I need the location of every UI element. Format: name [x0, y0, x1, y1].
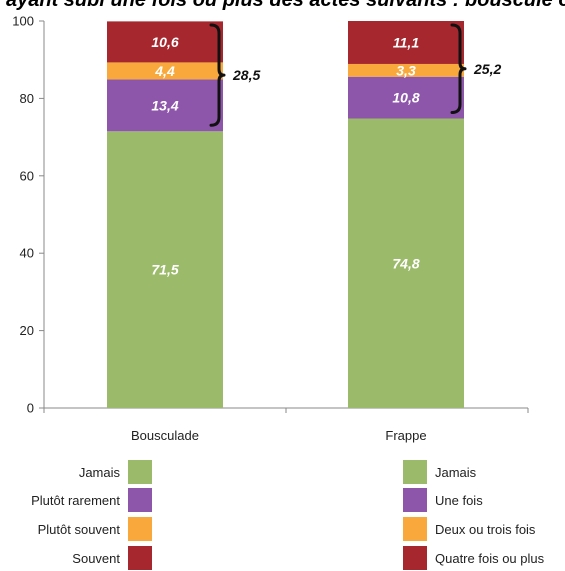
legend-label: Souvent: [72, 550, 120, 566]
bar-value-label: 13,4: [151, 97, 178, 113]
bar-value-label: 74,8: [392, 255, 419, 271]
bar-value-label: 71,5: [151, 262, 178, 278]
y-tick-label: 40: [20, 246, 34, 261]
bar-value-label: 4,4: [154, 63, 175, 79]
legend-label: Plutôt souvent: [37, 521, 120, 537]
y-tick-label: 60: [20, 168, 34, 183]
brace-total-label: 28,5: [232, 67, 260, 83]
bar-segment: [107, 131, 223, 409]
y-tick-label: 80: [20, 91, 34, 106]
legend-swatch: [128, 488, 152, 512]
bar-segment: [348, 76, 464, 119]
legend-entry: Deux ou trois fois: [403, 517, 535, 541]
x-category-label: Frappe: [385, 428, 426, 443]
legend-label: Une fois: [435, 492, 483, 508]
legend-label: Jamais: [435, 464, 477, 480]
brace-total-label: 25,2: [473, 61, 501, 77]
legend-swatch: [403, 488, 427, 512]
chart-title: ayant subi une fois ou plus des actes su…: [6, 0, 565, 11]
legend-swatch: [128, 546, 152, 570]
x-category-label: Bousculade: [131, 428, 199, 443]
legend-label: Deux ou trois fois: [435, 521, 536, 537]
legend-entry: Quatre fois ou plus: [403, 546, 544, 570]
legend-swatch: [128, 460, 152, 484]
legend-entry: Plutôt rarement: [0, 488, 152, 512]
bar-value-label: 11,1: [393, 34, 419, 50]
bar-segment: [348, 118, 464, 409]
y-tick-label: 20: [20, 323, 34, 338]
legend-entry: Jamais: [403, 460, 476, 484]
bar-value-label: 10,8: [392, 90, 419, 106]
brace-mark: [209, 23, 226, 127]
legend-entry: Plutôt souvent: [0, 517, 152, 541]
bar-segment: [107, 62, 223, 80]
y-tick-label: 100: [12, 14, 34, 29]
bar-segment: [107, 21, 223, 63]
legend-swatch: [403, 546, 427, 570]
legend-label: Plutôt rarement: [31, 492, 120, 508]
legend-swatch: [403, 517, 427, 541]
legend-entry: Souvent: [0, 546, 152, 570]
legend-swatch: [403, 460, 427, 484]
bar-segment: [107, 79, 223, 132]
bar-segment: [348, 63, 464, 77]
bar-segment: [348, 21, 464, 64]
legend-label: Jamais: [78, 464, 120, 480]
bar-value-label: 3,3: [396, 62, 416, 78]
bar-value-label: 10,6: [151, 34, 178, 50]
legend-entry: Une fois: [403, 488, 483, 512]
brace-mark: [450, 23, 467, 115]
legend-swatch: [128, 517, 152, 541]
legend-label: Quatre fois ou plus: [435, 550, 545, 566]
y-tick-label: 0: [27, 401, 34, 416]
legend-entry: Jamais: [0, 460, 152, 484]
